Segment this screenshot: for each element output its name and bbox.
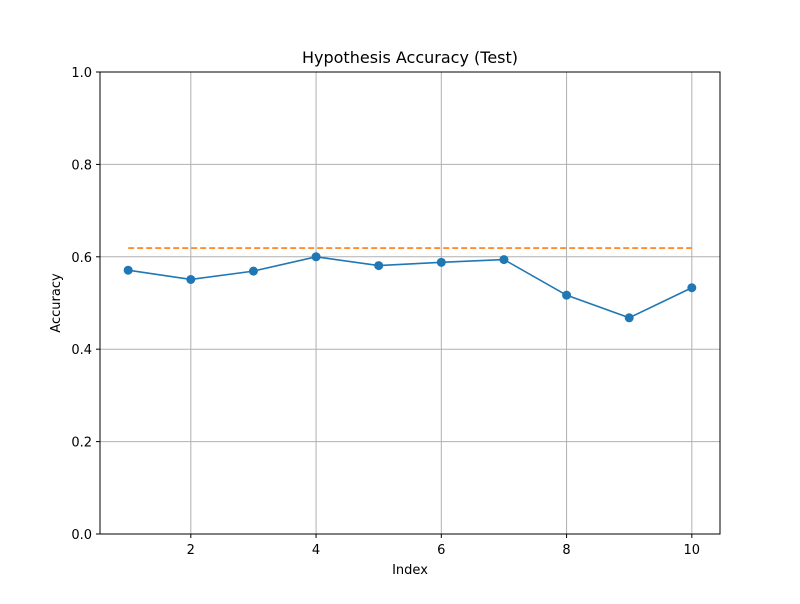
y-tick-label: 0.0 — [71, 528, 92, 543]
accuracy-data-point — [687, 283, 697, 293]
accuracy-data-point — [436, 257, 446, 267]
y-tick-label: 0.6 — [71, 251, 92, 266]
accuracy-data-point — [186, 274, 196, 284]
accuracy-series-line — [128, 255, 693, 319]
y-tick-label: 0.8 — [71, 158, 92, 173]
accuracy-data-point — [248, 266, 258, 276]
accuracy-data-point — [562, 290, 572, 300]
accuracy-data-point — [624, 313, 634, 323]
accuracy-data-point — [123, 265, 133, 275]
series-layer — [123, 247, 697, 323]
chart-title: Hypothesis Accuracy (Test) — [302, 48, 518, 67]
tick-layer: 2 4 6 8 10 0.0 0.2 0.4 0.6 0.8 1.0 — [71, 66, 700, 558]
accuracy-data-point — [499, 255, 509, 265]
x-tick-label: 8 — [562, 543, 570, 558]
accuracy-data-point — [374, 261, 384, 271]
y-tick-label: 0.4 — [71, 343, 92, 358]
x-tick-label: 2 — [187, 543, 195, 558]
y-tick-label: 1.0 — [71, 66, 92, 81]
x-tick-label: 4 — [312, 543, 320, 558]
accuracy-data-point — [311, 252, 321, 262]
x-axis-label: Index — [392, 563, 428, 578]
plot-area-frame — [99, 71, 721, 535]
y-tick-label: 0.2 — [71, 436, 92, 451]
x-tick-label: 6 — [437, 543, 445, 558]
x-tick-label: 10 — [684, 543, 701, 558]
y-axis-label: Accuracy — [49, 273, 64, 333]
